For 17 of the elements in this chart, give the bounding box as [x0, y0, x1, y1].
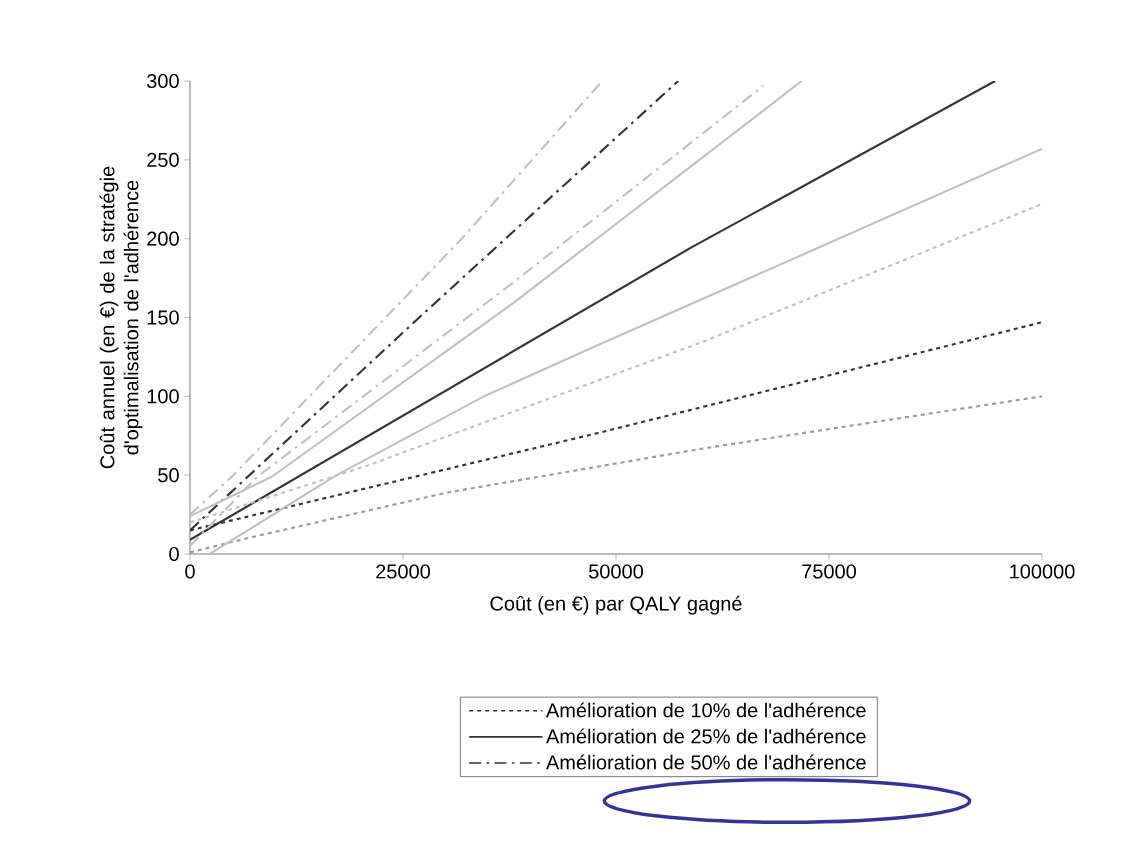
- y-tick-label: 300: [146, 73, 179, 89]
- x-tick-label: 50000: [588, 564, 644, 579]
- y-tick-label: 50: [158, 468, 179, 483]
- y-tick-label: 250: [147, 152, 179, 167]
- x-tick-label: 75000: [802, 564, 857, 579]
- x-tick-label: 25000: [376, 564, 431, 579]
- legend-label: Amélioration de 25% de l'adhérence: [545, 728, 866, 744]
- x-axis-title: Coût (en €) par QALY gagné: [490, 595, 742, 615]
- x-tick-label: 100000: [1010, 564, 1075, 579]
- legend-label: Amélioration de 10% de l'adhérence: [545, 702, 866, 718]
- y-tick-label: 200: [147, 231, 179, 246]
- legend-label: Amélioration de 50% de l'adhérence: [545, 754, 866, 770]
- x-tick-label: 0: [185, 564, 195, 579]
- y-axis-title: Coût annuel (en €) de la stratégie d'optimalisation de l'adhérence: [99, 166, 143, 469]
- y-tick-label: 150: [147, 310, 179, 325]
- y-tick-label: 0: [169, 546, 179, 562]
- y-tick-label: 100: [147, 389, 179, 404]
